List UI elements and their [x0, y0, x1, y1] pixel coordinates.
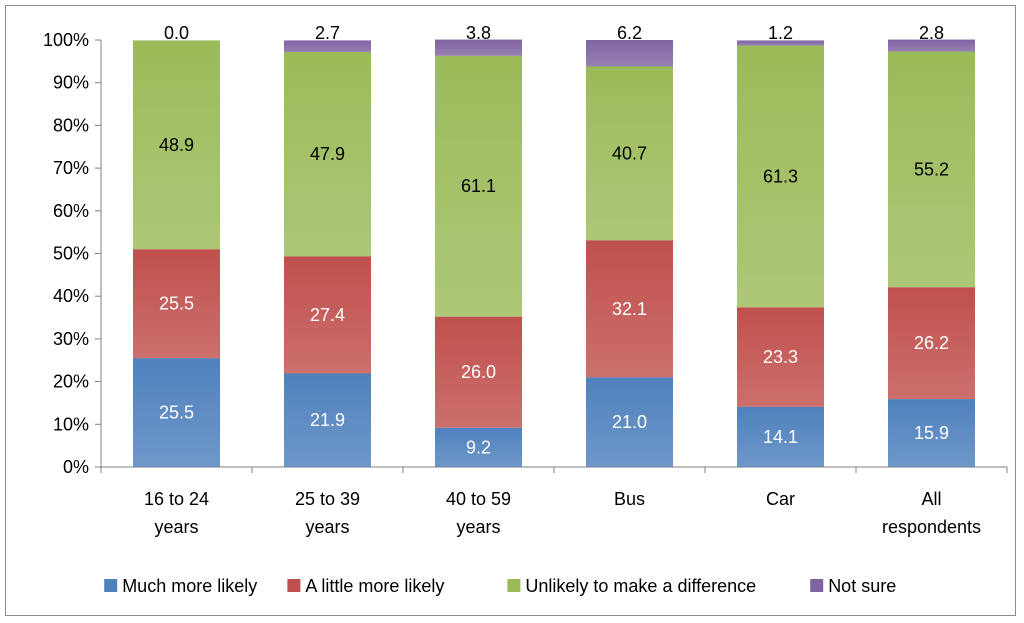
bar-segment: [888, 399, 975, 467]
data-label: 2.8: [919, 23, 944, 43]
data-label: 25.5: [159, 294, 194, 314]
bar-segment: [435, 55, 522, 317]
data-label: 27.4: [310, 305, 345, 325]
data-label: 61.3: [763, 166, 798, 186]
y-tick-label: 70%: [53, 158, 89, 178]
y-tick-label: 0%: [63, 457, 89, 477]
x-tick-label: 16 to 24: [144, 489, 209, 509]
bar-segment: [888, 39, 975, 52]
y-tick-label: 30%: [53, 329, 89, 349]
data-label: 9.2: [466, 437, 491, 457]
y-tick-label: 40%: [53, 286, 89, 306]
data-label: 21.9: [310, 410, 345, 430]
bar-segment: [284, 256, 371, 374]
x-tick-label: 25 to 39: [295, 489, 360, 509]
x-tick-label: years: [456, 517, 500, 537]
legend-label: Unlikely to make a difference: [525, 576, 756, 596]
y-tick-label: 20%: [53, 372, 89, 392]
data-label: 47.9: [310, 144, 345, 164]
bar-segment: [737, 40, 824, 46]
x-tick-label: 40 to 59: [446, 489, 511, 509]
bar-segment: [133, 40, 220, 250]
bar-segment: [284, 373, 371, 467]
legend-label: Much more likely: [122, 576, 257, 596]
data-label: 2.7: [315, 23, 340, 43]
data-label: 0.0: [164, 23, 189, 43]
y-tick-label: 90%: [53, 73, 89, 93]
legend-label: A little more likely: [305, 576, 444, 596]
data-label: 55.2: [914, 159, 949, 179]
data-label: 40.7: [612, 143, 647, 163]
data-label: 26.2: [914, 333, 949, 353]
y-tick-label: 60%: [53, 201, 89, 221]
x-tick-label: respondents: [882, 517, 981, 537]
x-tick-label: years: [305, 517, 349, 537]
x-tick-label: years: [154, 517, 198, 537]
bar-segment: [586, 66, 673, 241]
bar-segment: [586, 40, 673, 67]
bar-segment: [586, 377, 673, 467]
data-label: 6.2: [617, 23, 642, 43]
data-label: 32.1: [612, 299, 647, 319]
bar-segment: [133, 358, 220, 467]
y-tick-label: 50%: [53, 244, 89, 264]
bar-segment: [737, 307, 824, 407]
x-tick-label: Car: [766, 489, 795, 509]
x-tick-label: Bus: [614, 489, 645, 509]
y-tick-label: 80%: [53, 115, 89, 135]
data-label: 26.0: [461, 362, 496, 382]
bar-segment: [888, 51, 975, 288]
legend-swatch: [810, 579, 824, 592]
bar-segment: [737, 406, 824, 467]
data-label: 1.2: [768, 23, 793, 43]
data-label: 61.1: [461, 176, 496, 196]
bar-segment: [435, 427, 522, 467]
data-label: 48.9: [159, 135, 194, 155]
data-label: 23.3: [763, 347, 798, 367]
bar-segment: [435, 316, 522, 428]
bar-segment: [888, 287, 975, 400]
data-label: 15.9: [914, 423, 949, 443]
y-tick-label: 10%: [53, 414, 89, 434]
bar-segment: [586, 240, 673, 378]
legend-swatch: [287, 579, 301, 592]
legend-swatch: [507, 579, 521, 592]
legend-label: Not sure: [828, 576, 896, 596]
y-tick-label: 100%: [43, 30, 89, 50]
data-label: 14.1: [763, 427, 798, 447]
data-label: 25.5: [159, 403, 194, 423]
legend-swatch: [104, 579, 118, 592]
bar-segment: [133, 249, 220, 359]
data-label: 21.0: [612, 412, 647, 432]
bar-segment: [284, 51, 371, 257]
bar-segment: [737, 45, 824, 308]
x-tick-label: All: [921, 489, 941, 509]
bar-segment: [435, 39, 522, 56]
bar-segment: [284, 40, 371, 52]
data-label: 3.8: [466, 23, 491, 43]
